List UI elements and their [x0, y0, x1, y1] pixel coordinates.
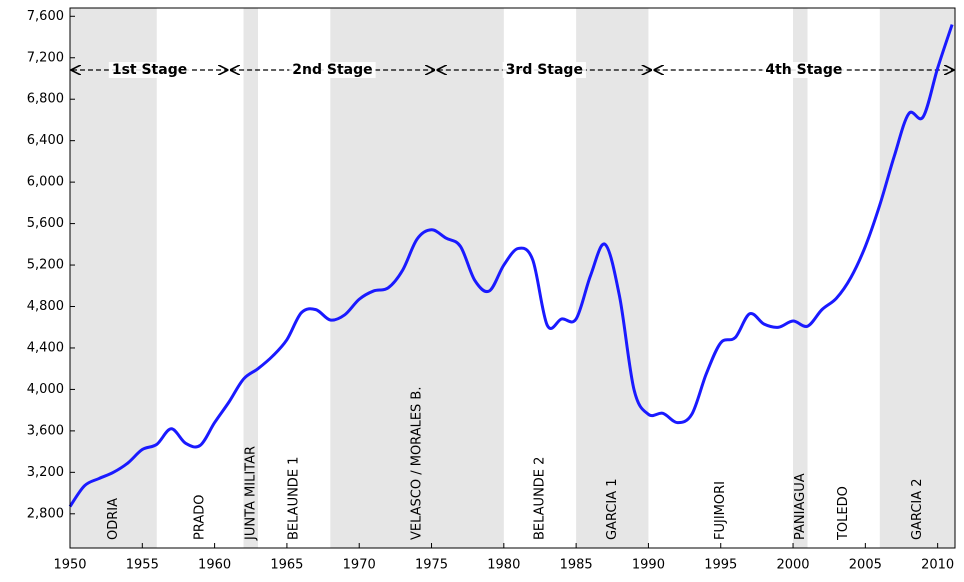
period-label: ODRIA: [106, 498, 121, 540]
x-tick-label: 1980: [487, 558, 520, 573]
x-tick-label: 1965: [270, 558, 303, 573]
x-tick-label: 1955: [126, 558, 159, 573]
y-tick-label: 4,400: [27, 340, 64, 355]
period-label: PANIAGUA: [793, 473, 808, 540]
stage-label-bg: [502, 62, 586, 78]
y-tick-label: 3,200: [27, 465, 64, 480]
stage-label: 4th Stage: [765, 62, 842, 78]
x-tick-label: 2000: [776, 558, 809, 573]
y-tick-label: 7,200: [27, 50, 64, 65]
period-band: [793, 8, 808, 548]
period-label: GARCIA 1: [605, 478, 620, 540]
stage-label-bg: [289, 62, 376, 78]
y-tick-label: 3,600: [27, 423, 64, 438]
period-label: VELASCO / MORALES B.: [410, 387, 425, 541]
y-tick-label: 6,400: [27, 133, 64, 148]
x-tick-label: 2005: [849, 558, 882, 573]
stage-label: 2nd Stage: [292, 62, 372, 78]
plot-content: ODRIA PRADO JUNTA MILITAR BELAUNDE 1 VELASCO…: [27, 7, 956, 573]
x-tick-label: 1985: [560, 558, 593, 573]
period-label: FUJIMORI: [713, 481, 728, 540]
period-label: JUNTA MILITAR: [243, 446, 258, 541]
stage-label-bg: [108, 62, 191, 78]
plot-frame: [69, 7, 956, 549]
x-tick-label: 1990: [632, 558, 665, 573]
period-shading: [70, 8, 955, 548]
y-tick-label: 7,600: [27, 9, 64, 24]
y-tick-label: 2,800: [27, 506, 64, 521]
stage-label: 1st Stage: [112, 62, 187, 78]
period-label: PRADO: [193, 495, 208, 540]
x-tick-label: 2010: [921, 558, 954, 573]
x-tick-label: 1995: [704, 558, 737, 573]
y-tick-label: 5,200: [27, 258, 64, 273]
period-label: BELAUNDE 2: [532, 457, 547, 540]
period-band: [243, 8, 258, 548]
period-label: GARCIA 2: [910, 478, 925, 540]
y-tick-label: 6,800: [27, 92, 64, 107]
period-band: [70, 8, 157, 548]
y-tick-label: 4,000: [27, 382, 64, 397]
period-band: [576, 8, 649, 548]
x-tick-label: 1975: [415, 558, 448, 573]
period-label: BELAUNDE 1: [287, 457, 302, 540]
y-tick-label: 6,000: [27, 175, 64, 190]
y-tick-label: 5,600: [27, 216, 64, 231]
data-line: [68, 24, 954, 508]
stage-label: 3rd Stage: [506, 62, 583, 78]
stage-label-bg: [762, 62, 846, 78]
x-tick-label: 1960: [198, 558, 231, 573]
y-tick-label: 4,800: [27, 299, 64, 314]
period-label: TOLEDO: [836, 486, 851, 541]
x-tick-label: 1950: [53, 558, 86, 573]
period-band: [879, 8, 955, 548]
x-tick-label: 1970: [343, 558, 376, 573]
